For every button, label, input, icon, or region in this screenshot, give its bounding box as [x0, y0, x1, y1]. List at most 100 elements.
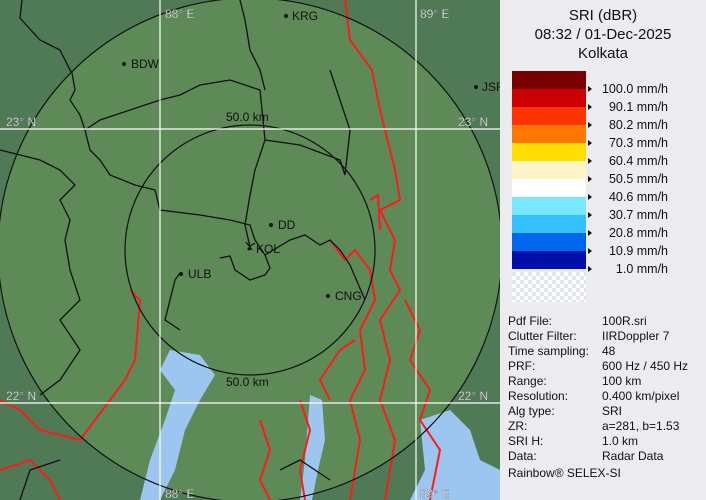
legend-value: 100.0 mm/h [601, 82, 668, 96]
info-row: Alg type: SRI [508, 404, 622, 419]
info-key: ZR: [508, 419, 528, 433]
place-ulb: ULB [188, 267, 211, 281]
legend-panel: SRI (dBR) 08:32 / 01-Dec-2025 Kolkata 10… [500, 0, 706, 500]
legend-value: 1.0 mm/h [615, 262, 668, 276]
pointer-icon [588, 140, 592, 146]
place-jsr: JSR [482, 80, 500, 94]
info-key: Data: [508, 449, 537, 463]
rivers [0, 0, 442, 500]
info-value: IIRDoppler 7 [602, 329, 670, 343]
pointer-icon [588, 212, 592, 218]
legend-swatch [512, 179, 586, 197]
info-key: PRF: [508, 359, 536, 373]
lat-label-left-bottom: 22° N [6, 389, 36, 403]
info-value: 0.400 km/pixel [602, 389, 680, 403]
legend-label: 10.9 mm/h [588, 244, 668, 258]
info-row: SRI H: 1.0 km [508, 434, 638, 449]
no-data-swatch [512, 272, 586, 302]
pointer-icon [588, 248, 592, 254]
water-bodies [140, 350, 500, 500]
info-value: 1.0 km [602, 434, 639, 448]
info-row: Range: 100 km [508, 374, 641, 389]
info-key: Pdf File: [508, 314, 553, 328]
legend-value: 70.3 mm/h [608, 136, 668, 150]
lon-label-top-left: 88° E [165, 7, 194, 21]
info-key: Clutter Filter: [508, 329, 577, 343]
pointer-icon [588, 194, 592, 200]
legend-value: 90.1 mm/h [608, 100, 668, 114]
product-title: SRI (dBR) [568, 7, 638, 24]
info-value: SRI [602, 404, 623, 418]
legend-label: 70.3 mm/h [588, 136, 668, 150]
info-value: a=281, b=1.53 [602, 419, 680, 433]
legend-swatch [512, 233, 586, 251]
legend-value: 80.2 mm/h [608, 118, 668, 132]
places: KRG BDW JSR DD KOL ULB CNG [122, 9, 500, 303]
place-bdw: BDW [131, 57, 160, 71]
legend-value: 40.6 mm/h [608, 190, 668, 204]
place-kol: KOL [256, 242, 280, 256]
legend-label: 100.0 mm/h [588, 82, 668, 96]
pointer-icon [588, 176, 592, 182]
place-dd: DD [278, 218, 296, 232]
legend-swatch [512, 251, 586, 269]
radar-map[interactable]: 88° E 89° E 88° E 89° E 23° N 23° N 22° … [0, 0, 500, 500]
legend-value: 10.9 mm/h [608, 244, 668, 258]
info-row: Clutter Filter: IIRDoppler 7 [508, 329, 669, 344]
info-key: Time sampling: [508, 344, 589, 358]
info-value: Radar Data [602, 449, 664, 463]
legend-label: 60.4 mm/h [588, 154, 668, 168]
info-row: ZR: a=281, b=1.53 [508, 419, 679, 434]
legend-swatch [512, 197, 586, 215]
range-label-top: 50.0 km [226, 110, 269, 124]
info-value: 48 [602, 344, 616, 358]
info-key: Range: [508, 374, 547, 388]
legend-swatch [512, 107, 586, 125]
legend-swatch [512, 125, 586, 143]
info-key: SRI H: [508, 434, 544, 448]
info-row: Data: Radar Data [508, 449, 663, 464]
lat-label-left-top: 23° N [6, 115, 36, 129]
info-row: PRF: 600 Hz / 450 Hz [508, 359, 688, 374]
place-krg: KRG [292, 9, 318, 23]
legend-label: 50.5 mm/h [588, 172, 668, 186]
pointer-icon [588, 230, 592, 236]
legend-label: 80.2 mm/h [588, 118, 668, 132]
legend-swatch [512, 71, 586, 89]
info-row: Resolution: 0.400 km/pixel [508, 389, 679, 404]
pointer-icon [588, 122, 592, 128]
pointer-icon [588, 158, 592, 164]
info-key: Resolution: [508, 389, 569, 403]
info-value: 600 Hz / 450 Hz [602, 359, 689, 373]
legend-value: 60.4 mm/h [608, 154, 668, 168]
lon-label-bottom-right: 89° E [420, 487, 449, 500]
lat-lon-grid [0, 0, 500, 500]
pointer-icon [588, 104, 592, 110]
legend-swatch [512, 143, 586, 161]
range-label-bottom: 50.0 km [226, 375, 269, 389]
footer-credit: Rainbow® SELEX-SI [508, 466, 621, 480]
legend-label: 40.6 mm/h [588, 190, 668, 204]
legend-value: 20.8 mm/h [608, 226, 668, 240]
info-key: Alg type: [508, 404, 555, 418]
district-borders [0, 0, 366, 500]
lat-label-right-bottom: 22° N [458, 389, 488, 403]
datetime: 08:32 / 01-Dec-2025 [534, 26, 672, 43]
lon-label-top-right: 89° E [420, 7, 449, 21]
info-value: 100 km [602, 374, 642, 388]
info-row: Time sampling: 48 [508, 344, 615, 359]
legend-swatch [512, 161, 586, 179]
legend-label: 1.0 mm/h [588, 262, 668, 276]
pointer-icon [588, 266, 592, 272]
legend-label: 30.7 mm/h [588, 208, 668, 222]
legend-swatch [512, 215, 586, 233]
legend-value: 30.7 mm/h [608, 208, 668, 222]
lon-label-bottom-left: 88° E [165, 487, 194, 500]
legend-value: 50.5 mm/h [608, 172, 668, 186]
lat-label-right-top: 23° N [458, 115, 488, 129]
legend-label: 20.8 mm/h [588, 226, 668, 240]
pointer-icon [588, 86, 592, 92]
info-row: Pdf File: 100R.sri [508, 314, 647, 329]
legend-label: 90.1 mm/h [588, 100, 668, 114]
legend-swatch [512, 89, 586, 107]
